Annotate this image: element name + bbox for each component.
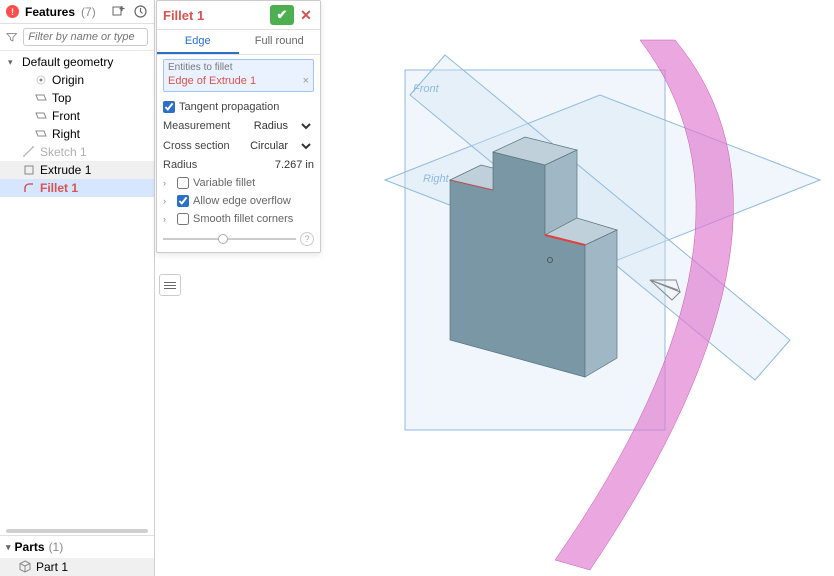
filter-icon[interactable] bbox=[6, 31, 17, 44]
parts-count: (1) bbox=[49, 540, 64, 554]
cross-section-label: Cross section bbox=[163, 140, 230, 152]
confirm-button[interactable]: ✔ bbox=[270, 5, 294, 25]
expand-row[interactable]: ›Allow edge overflow bbox=[163, 192, 314, 210]
origin-icon bbox=[34, 73, 48, 87]
svg-text:Front: Front bbox=[413, 83, 440, 95]
features-count: (7) bbox=[81, 5, 96, 19]
tab-full-round[interactable]: Full round bbox=[239, 30, 321, 54]
svg-text:Right: Right bbox=[423, 173, 450, 185]
radius-input[interactable]: 7.267 in bbox=[259, 159, 314, 171]
parts-header[interactable]: ▾ Parts (1) bbox=[0, 535, 154, 558]
tree-row[interactable]: Front bbox=[0, 107, 154, 125]
tangent-checkbox[interactable]: Tangent propagation bbox=[163, 101, 279, 113]
feature-header: ! Features (7) bbox=[0, 0, 154, 24]
add-feature-icon[interactable] bbox=[112, 4, 127, 19]
features-title: Features bbox=[25, 5, 75, 19]
tab-edge[interactable]: Edge bbox=[157, 30, 239, 54]
tree-row[interactable]: Origin bbox=[0, 71, 154, 89]
tree-row[interactable]: Fillet 1 bbox=[0, 179, 154, 197]
measurement-label: Measurement bbox=[163, 120, 230, 132]
entities-label: Entities to fillet bbox=[164, 60, 313, 73]
extrude-icon bbox=[22, 163, 36, 177]
tree-row[interactable]: ▾Default geometry bbox=[0, 53, 154, 71]
help-icon[interactable]: ? bbox=[300, 232, 314, 246]
measurement-select[interactable]: Radius bbox=[249, 119, 314, 133]
dialog-title: Fillet 1 bbox=[163, 8, 204, 23]
tree-row[interactable]: Top bbox=[0, 89, 154, 107]
cross-section-select[interactable]: Circular bbox=[246, 139, 314, 153]
dialog-header: Fillet 1 ✔ ✕ bbox=[157, 1, 320, 30]
plane-icon bbox=[34, 109, 48, 123]
radius-slider[interactable]: ? bbox=[163, 228, 314, 246]
entities-box[interactable]: Entities to fillet Edge of Extrude 1 × bbox=[163, 59, 314, 92]
feature-tree: ▾Default geometryOriginTopFrontRightSket… bbox=[0, 51, 154, 527]
history-icon[interactable] bbox=[133, 4, 148, 19]
dialog-tabs: Edge Full round bbox=[157, 30, 320, 55]
part-row[interactable]: Part 1 bbox=[0, 558, 154, 576]
expand-row[interactable]: ›Smooth fillet corners bbox=[163, 210, 314, 228]
tree-row[interactable]: Extrude 1 bbox=[0, 161, 154, 179]
sketch-icon bbox=[22, 145, 36, 159]
part-icon bbox=[18, 560, 32, 574]
feature-tree-panel: ! Features (7) ▾Default geometryOriginTo… bbox=[0, 0, 155, 576]
radius-label: Radius bbox=[163, 159, 197, 171]
rollback-icon[interactable]: ! bbox=[6, 5, 19, 18]
filter-row bbox=[0, 24, 154, 51]
parts-title: Parts bbox=[15, 540, 45, 554]
plane-icon bbox=[34, 127, 48, 141]
part-label: Part 1 bbox=[36, 560, 68, 574]
tree-row[interactable]: Right bbox=[0, 125, 154, 143]
expand-row[interactable]: ›Variable fillet bbox=[163, 174, 314, 192]
fillet-dialog: Fillet 1 ✔ ✕ Edge Full round Entities to… bbox=[156, 0, 321, 253]
entities-value: Edge of Extrude 1 bbox=[168, 75, 256, 87]
plane-icon bbox=[34, 91, 48, 105]
close-button[interactable]: ✕ bbox=[298, 7, 314, 23]
fillet-icon bbox=[22, 181, 36, 195]
tree-row[interactable]: Sketch 1 bbox=[0, 143, 154, 161]
filter-input[interactable] bbox=[23, 28, 148, 46]
clear-entity-icon[interactable]: × bbox=[303, 75, 309, 87]
rollback-bar[interactable] bbox=[6, 529, 148, 533]
